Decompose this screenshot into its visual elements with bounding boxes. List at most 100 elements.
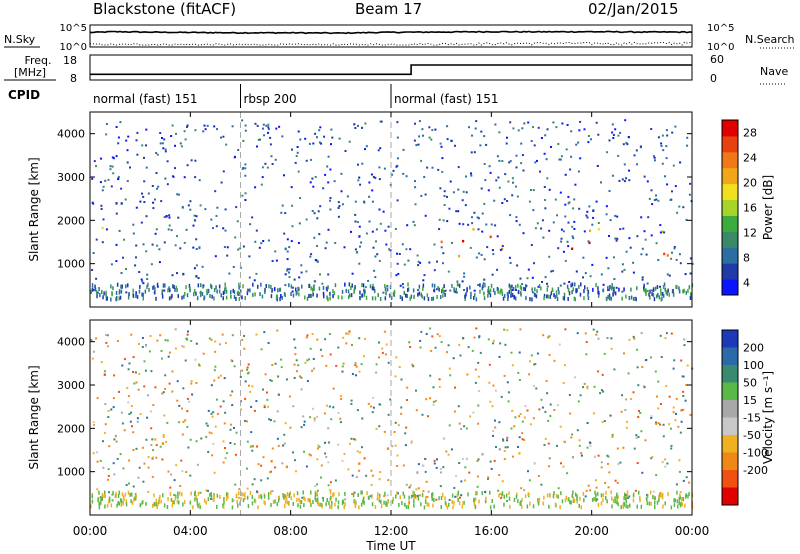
velocity-cell (438, 385, 441, 388)
power-cell (683, 288, 685, 293)
power-cell (433, 283, 436, 288)
velocity-cell (652, 490, 655, 493)
power-cell (619, 131, 622, 134)
power-cell (436, 295, 438, 299)
power-cell (655, 194, 657, 197)
power-cell (544, 134, 547, 137)
velocity-cell (91, 494, 93, 499)
power-cell (95, 238, 98, 241)
power-cell (105, 290, 107, 295)
power-cell (333, 180, 336, 183)
velocity-cell (213, 369, 216, 372)
power-cell (316, 260, 319, 263)
power-cell (480, 253, 483, 256)
power-cell (371, 230, 374, 233)
velocity-cell (117, 494, 120, 498)
velocity-cell (227, 494, 229, 499)
power-cell (663, 282, 666, 287)
velocity-cell (449, 374, 452, 377)
power-cell (186, 164, 189, 167)
power-cell (347, 295, 350, 300)
velocity-cell (177, 494, 179, 499)
power-cell (354, 220, 357, 223)
velocity-cell (348, 330, 351, 333)
power-cell (396, 121, 399, 124)
velocity-cell (472, 411, 475, 414)
velocity-cell (478, 335, 481, 338)
power-cell (431, 166, 434, 169)
power-cell (274, 250, 277, 253)
velocity-cell (491, 405, 494, 408)
velocity-cell (400, 406, 403, 409)
velocity-cell (316, 491, 318, 496)
velocity-cell (626, 493, 628, 498)
power-cell (413, 139, 416, 142)
velocity-cell (391, 445, 394, 448)
velocity-cell (440, 496, 443, 500)
power-cell (155, 296, 157, 301)
velocity-cell (409, 346, 412, 348)
velocity-cell (214, 425, 217, 428)
power-cell (164, 177, 167, 180)
velocity-cell (210, 491, 212, 496)
velocity-cell (606, 499, 608, 504)
velocity-cell (521, 438, 524, 441)
velocity-cell (658, 498, 660, 503)
velocity-cell (574, 492, 577, 497)
power-cell (175, 132, 177, 135)
velocity-cell (585, 489, 588, 492)
power-cell (396, 262, 399, 265)
velocity-cell (383, 495, 386, 497)
power-cell (230, 294, 232, 299)
velocity-cell (445, 502, 447, 507)
power-cell (463, 289, 465, 291)
velocity-cell (123, 429, 126, 432)
velocity-cell (394, 444, 397, 447)
power-cell (216, 206, 219, 209)
velocity-cell (441, 492, 444, 497)
velocity-cell (463, 425, 466, 428)
velocity-cell (423, 505, 426, 510)
velocity-cell (460, 494, 463, 497)
velocity-cell (186, 333, 189, 336)
power-cell (536, 159, 538, 162)
velocity-cell (181, 407, 183, 410)
power-cell (505, 142, 508, 145)
power-cell (126, 149, 129, 152)
velocity-cell (378, 403, 381, 406)
velocity-cell (301, 496, 304, 499)
power-cell (348, 140, 351, 143)
velocity-cell (526, 504, 529, 509)
velocity-cell (578, 444, 581, 447)
power-cell (567, 195, 570, 198)
power-cell (311, 177, 314, 180)
power-cell (646, 289, 649, 292)
power-cell (222, 135, 225, 138)
power-cell (157, 185, 160, 188)
power-cell (211, 294, 213, 299)
power-cell (571, 290, 573, 295)
power-cell (374, 289, 376, 294)
power-cell (442, 219, 445, 222)
power-cell (509, 121, 512, 124)
power-cell (465, 191, 468, 194)
velocity-cell (404, 432, 407, 435)
velocity-cell (154, 386, 157, 389)
velocity-cell (543, 495, 545, 500)
power-cell (323, 294, 325, 299)
power-cell (265, 284, 267, 288)
power-cell (117, 142, 120, 145)
velocity-cell (620, 505, 622, 510)
velocity-cell (650, 417, 653, 419)
velocity-cell (274, 499, 276, 504)
power-cell (470, 174, 473, 177)
velocity-cell (509, 504, 511, 509)
velocity-cell (132, 371, 134, 373)
power-cell (532, 209, 535, 212)
power-cell (284, 247, 287, 251)
power-cell (125, 139, 128, 142)
velocity-cell (499, 342, 502, 345)
velocity-cell (253, 498, 256, 503)
velocity-cell (167, 497, 169, 502)
power-cell (297, 286, 299, 291)
